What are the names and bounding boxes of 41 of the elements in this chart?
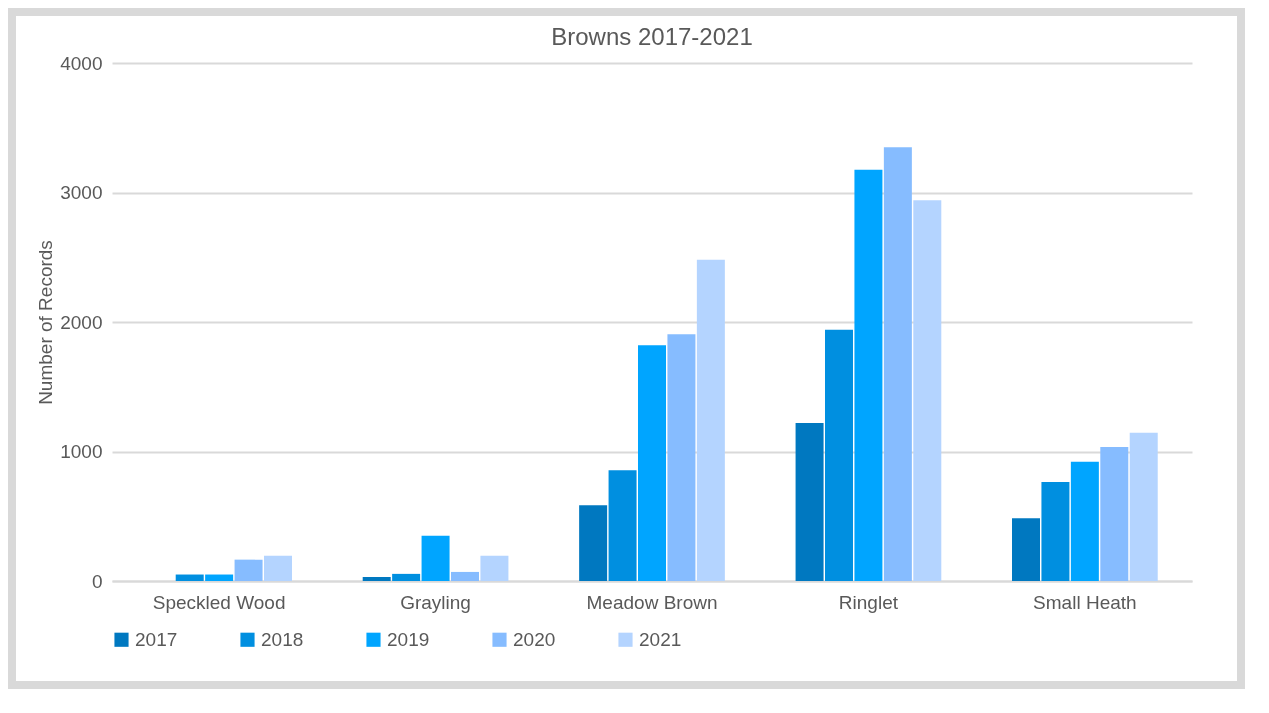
bar (451, 571, 479, 581)
bar (667, 334, 696, 581)
x-tick-label: Speckled Wood (152, 591, 286, 613)
bar (883, 147, 912, 581)
bar (264, 555, 292, 581)
bar (421, 535, 450, 581)
chart-title: Browns 2017-2021 (551, 23, 753, 50)
bar (579, 505, 608, 581)
bar (480, 555, 509, 581)
legend-label: 2020 (513, 628, 556, 650)
bar (362, 577, 391, 581)
legend-label: 2021 (639, 628, 682, 650)
bar (234, 559, 263, 581)
legend-label: 2017 (135, 628, 178, 650)
y-tick-label: 2000 (60, 311, 103, 333)
x-tick-label: Meadow Brown (586, 591, 718, 613)
bar (392, 573, 421, 581)
bar (638, 345, 666, 581)
legend-label: 2018 (261, 628, 304, 650)
y-tick-label: 1000 (60, 441, 103, 462)
bar (1100, 446, 1129, 581)
y-tick-label: 3000 (60, 182, 103, 203)
legend-label: 2019 (387, 628, 430, 650)
bar (913, 200, 942, 581)
bar (175, 574, 204, 581)
y-axis-title: Number of Records (35, 240, 57, 405)
bar (854, 169, 883, 581)
y-tick-label: 0 (91, 570, 103, 592)
bar (696, 259, 725, 581)
x-tick-label: Grayling (400, 591, 471, 613)
bar (795, 423, 824, 581)
bar (608, 470, 637, 581)
bar (205, 574, 234, 581)
bar (1129, 432, 1158, 581)
bar (825, 329, 853, 581)
bar (1041, 481, 1070, 581)
bar (1070, 461, 1099, 581)
y-tick-label: 4000 (60, 52, 103, 74)
x-tick-label: Small Heath (1033, 591, 1137, 613)
x-tick-label: Ringlet (838, 591, 899, 613)
bar (1012, 518, 1040, 581)
